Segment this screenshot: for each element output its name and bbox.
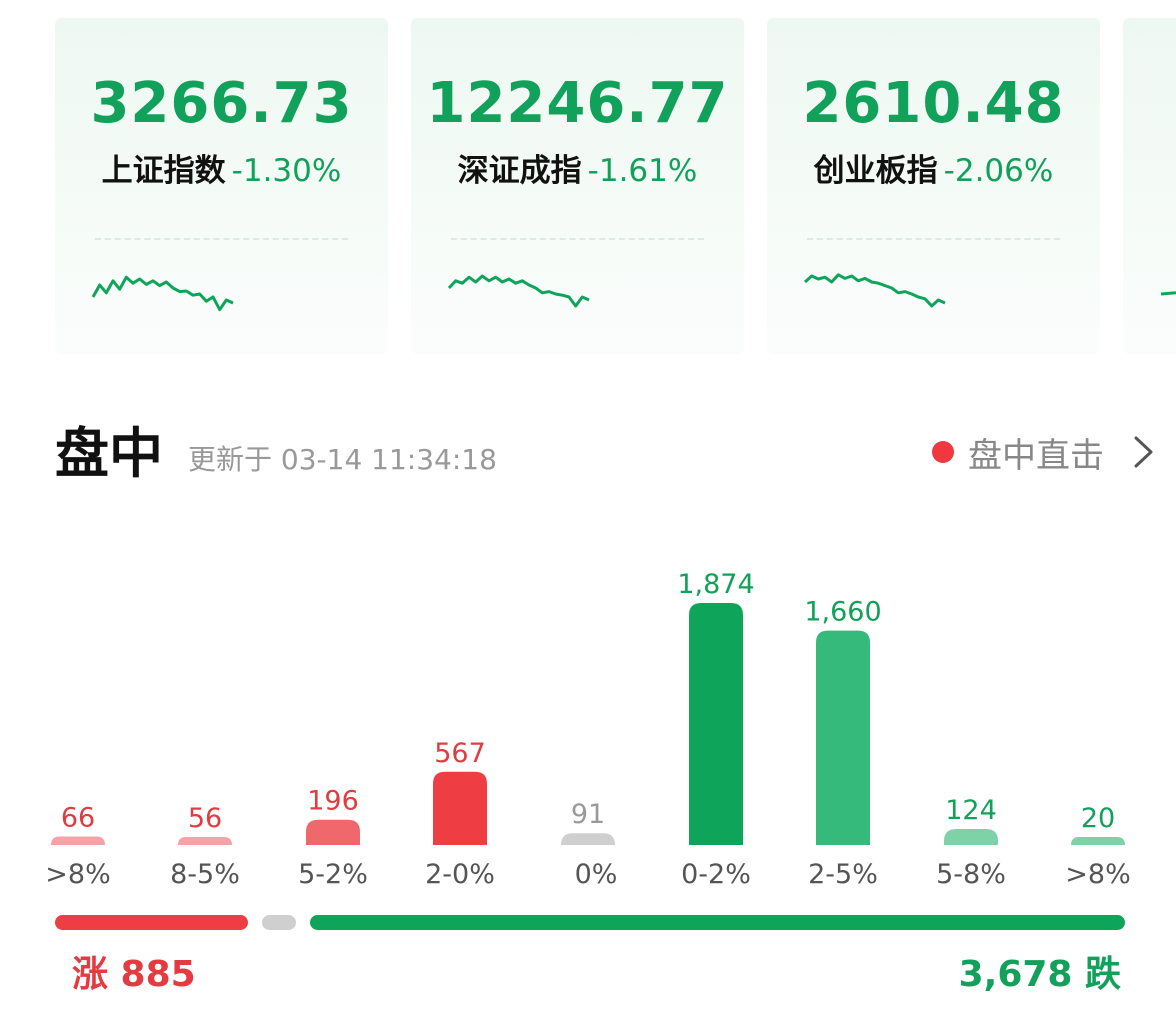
advancers-bar [55, 915, 248, 930]
decliners-count: 3,678 跌 [958, 954, 1121, 995]
bar-up [306, 819, 360, 845]
index-sparkline [803, 273, 946, 308]
baseline-divider [807, 238, 1060, 240]
bar-down [689, 603, 743, 845]
baseline-divider [451, 238, 704, 240]
category-label: >8% [1065, 859, 1130, 890]
live-dot-icon [932, 441, 954, 463]
index-name: 上证指数 [101, 153, 226, 189]
bar-down [816, 630, 870, 845]
bar-value-label: 91 [571, 799, 605, 830]
price-change-distribution-chart: 66 >8% 56 8-5% 196 5-2% 567 2-0% 91 0% 1,874 0-2% 1,… [45, 569, 1130, 890]
index-name: 创业板指 [813, 153, 938, 189]
index-value: 12246.77 [426, 71, 729, 136]
index-name: 深证成指 [457, 153, 582, 189]
index-sparkline [91, 275, 234, 312]
index-card[interactable] [1123, 18, 1176, 354]
index-value: 3266.73 [90, 71, 353, 136]
bar-down [1071, 837, 1125, 845]
bar-flat [561, 833, 615, 845]
bar-value-label: 66 [61, 802, 95, 833]
index-card[interactable]: 3266.73 上证指数 -1.30% [55, 18, 388, 354]
category-label: 2-0% [425, 859, 495, 890]
category-label: >8% [45, 859, 110, 890]
sparkline-path [803, 273, 946, 308]
chevron-right-icon [1134, 436, 1153, 468]
index-change: -2.06% [943, 153, 1054, 189]
sparkline-path [447, 274, 590, 308]
category-label: 8-5% [170, 859, 240, 890]
index-card[interactable]: 12246.77 深证成指 -1.61% [411, 18, 744, 354]
index-sparkline [447, 274, 590, 308]
live-coverage-link[interactable]: 盘中直击 [932, 432, 1156, 476]
index-change: -1.30% [231, 153, 342, 189]
sparkline-path [1160, 291, 1176, 296]
update-timestamp: 更新于 03-14 11:34:18 [188, 443, 497, 476]
index-card[interactable]: 2610.48 创业板指 -2.06% [767, 18, 1100, 354]
section-title: 盘中 [55, 422, 163, 485]
bar-value-label: 20 [1081, 803, 1115, 834]
bar-value-label: 124 [945, 795, 997, 826]
bar-up [51, 836, 105, 845]
category-label: 5-2% [298, 859, 368, 890]
category-label: 0% [575, 859, 618, 890]
bar-value-label: 196 [307, 786, 359, 817]
bar-up [433, 771, 487, 845]
index-value: 2610.48 [802, 71, 1065, 136]
index-sparkline [1160, 291, 1176, 296]
category-label: 0-2% [681, 859, 751, 890]
index-label: 创业板指 -2.06% [767, 156, 1100, 187]
bar-value-label: 1,660 [804, 597, 881, 628]
index-label: 上证指数 -1.30% [55, 156, 388, 187]
advancers-count: 涨 885 [72, 954, 196, 995]
category-label: 5-8% [936, 859, 1006, 890]
bar-value-label: 567 [434, 738, 486, 769]
index-cards: 3266.73 上证指数 -1.30% 12246.77 深证成指 -1.61% 2… [0, 0, 1176, 370]
bar-value-label: 56 [188, 803, 222, 834]
bar-down [944, 828, 998, 845]
bar-up [178, 837, 232, 845]
unchanged-bar [262, 915, 296, 930]
decliners-bar [310, 915, 1125, 930]
baseline-divider [95, 238, 348, 240]
category-label: 2-5% [808, 859, 878, 890]
index-label: 深证成指 -1.61% [411, 156, 744, 187]
sparkline-path [91, 275, 234, 312]
bar-value-label: 1,874 [677, 569, 754, 600]
index-change: -1.61% [587, 153, 698, 189]
live-coverage-label: 盘中直击 [968, 435, 1104, 476]
